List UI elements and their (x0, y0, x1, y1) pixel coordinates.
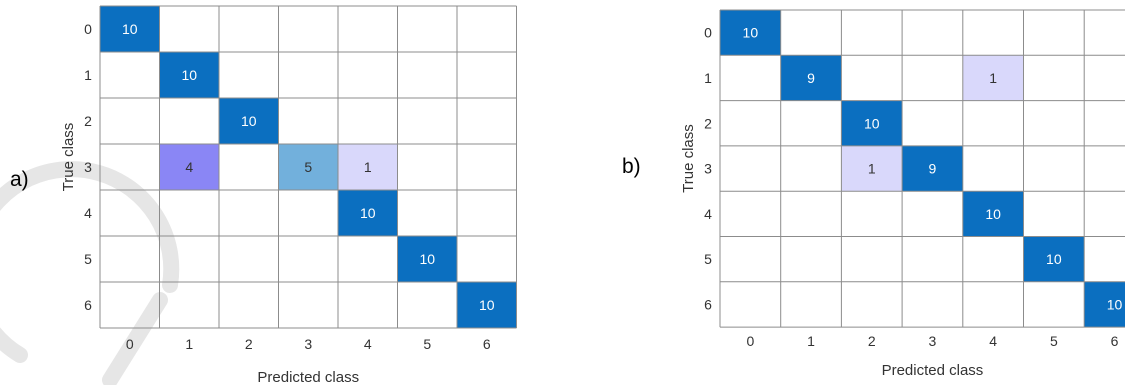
matrix-cell (902, 145, 963, 192)
cell-value-label: 10 (241, 113, 257, 129)
matrix-cell (457, 282, 517, 328)
matrix-cell (100, 6, 160, 52)
matrix-cell (841, 145, 903, 192)
cell-value-label: 4 (185, 159, 193, 175)
cell-value-label: 10 (1046, 251, 1062, 267)
y-tick-label: 6 (84, 297, 92, 313)
y-tick-label: 6 (704, 296, 712, 312)
y-axis-title: True class (60, 123, 77, 192)
x-tick-label: 1 (807, 333, 815, 349)
cell-value-label: 9 (929, 161, 937, 177)
matrix-cell (962, 191, 1024, 237)
cell-value-label: 10 (360, 205, 376, 221)
y-tick-label: 5 (704, 251, 712, 267)
panel-b-label: b) (622, 155, 641, 178)
x-tick-label: 2 (868, 333, 876, 349)
matrix-cell (338, 144, 398, 190)
matrix-cell (159, 144, 219, 190)
cell-value-label: 10 (122, 21, 138, 37)
matrix-cell (841, 100, 903, 146)
y-tick-label: 2 (704, 115, 712, 131)
matrix-cell (397, 236, 457, 282)
cell-value-label: 10 (864, 115, 880, 131)
x-tick-label: 0 (746, 333, 754, 349)
cell-value-label: 10 (985, 206, 1001, 222)
matrix-cell (219, 98, 279, 144)
y-tick-label: 0 (84, 21, 92, 37)
y-tick-label: 4 (84, 205, 92, 221)
cell-value-label: 1 (989, 70, 997, 86)
cell-value-label: 1 (364, 159, 372, 175)
matrix-cell (720, 10, 781, 56)
x-tick-label: 1 (185, 336, 193, 352)
y-tick-label: 0 (704, 25, 712, 41)
y-tick-label: 3 (704, 161, 712, 177)
x-tick-label: 6 (1111, 333, 1119, 349)
cell-value-label: 10 (419, 251, 435, 267)
cell-value-label: 10 (1107, 296, 1123, 312)
matrix-cell (962, 55, 1024, 101)
x-tick-label: 4 (364, 336, 372, 352)
cell-value-label: 10 (479, 297, 495, 313)
matrix-cell (159, 52, 219, 98)
x-tick-label: 0 (126, 336, 134, 352)
matrix-cell (338, 190, 398, 236)
y-tick-label: 2 (84, 113, 92, 129)
y-tick-label: 4 (704, 206, 712, 222)
cell-value-label: 10 (181, 67, 197, 83)
confusion-matrix-a: 10 10 10 4 5 1 10 10 10 0 1 2 3 4 5 6 0 1 2 3 4 5 6 Predicted c… (60, 5, 517, 385)
x-tick-label: 5 (1050, 333, 1058, 349)
cell-value-label: 5 (304, 159, 312, 175)
cell-value-label: 1 (868, 161, 876, 177)
y-tick-label: 3 (84, 159, 92, 175)
matrix-cell (278, 144, 338, 190)
cell-value-label: 10 (743, 25, 759, 41)
cell-value-label: 9 (807, 70, 815, 86)
x-tick-label: 4 (989, 333, 997, 349)
x-tick-label: 2 (245, 336, 253, 352)
matrix-cell (780, 55, 842, 101)
x-tick-label: 3 (304, 336, 312, 352)
panel-a-label: a) (10, 168, 29, 191)
watermark-arc-icon (0, 161, 180, 385)
matrix-cell (1084, 281, 1125, 328)
matrix-cell (1023, 236, 1085, 282)
y-tick-label: 1 (704, 70, 712, 86)
y-axis-title: True class (680, 124, 697, 193)
x-tick-label: 3 (929, 333, 937, 349)
x-axis-title: Predicted class (882, 362, 984, 379)
y-tick-label: 5 (84, 251, 92, 267)
x-tick-label: 6 (483, 336, 491, 352)
y-tick-label: 1 (84, 67, 92, 83)
x-axis-title: Predicted class (257, 369, 359, 385)
x-tick-label: 5 (423, 336, 431, 352)
